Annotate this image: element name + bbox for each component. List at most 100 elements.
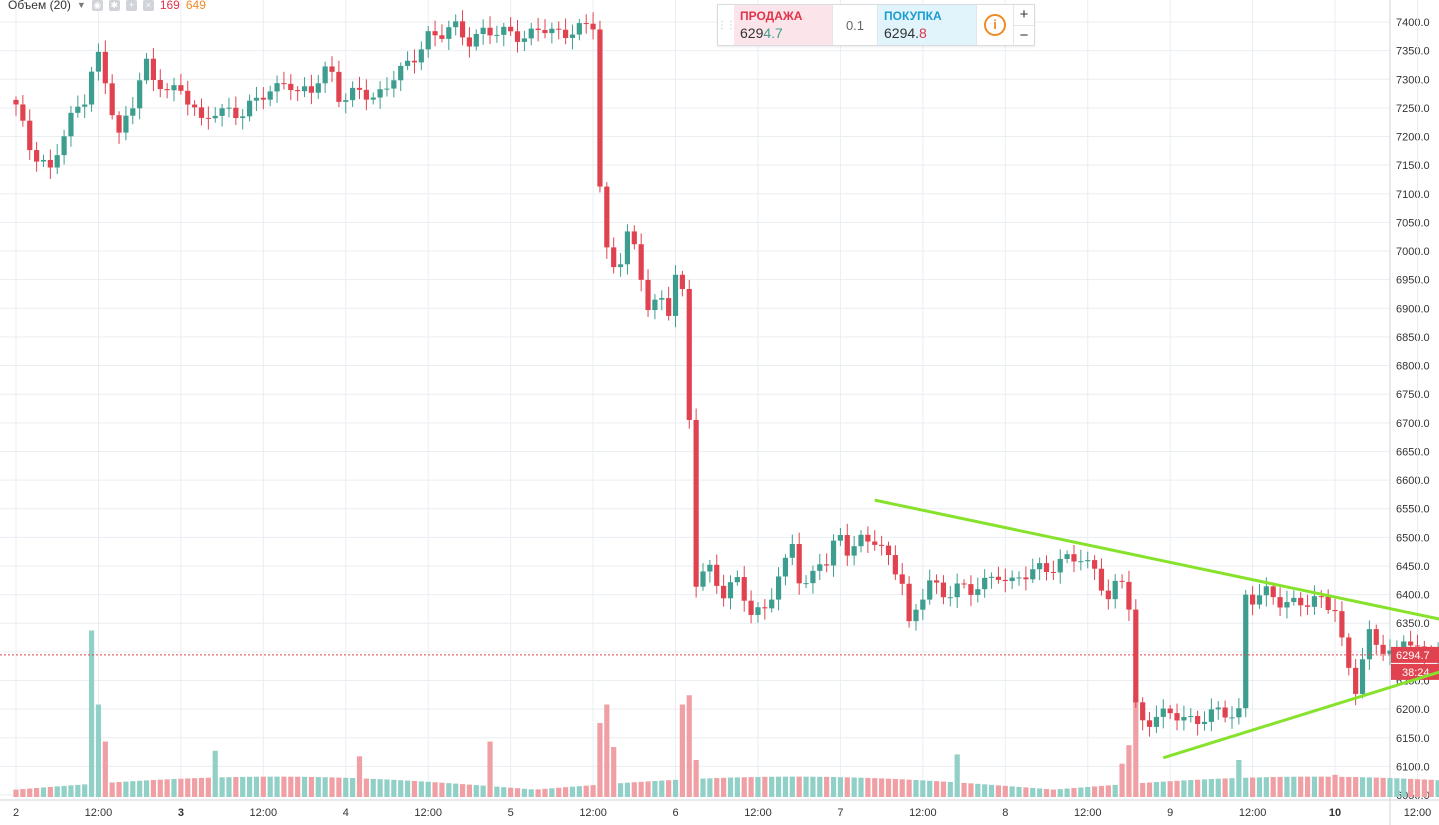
volume-bar bbox=[899, 779, 905, 797]
candle-body bbox=[721, 585, 727, 599]
volume-bar bbox=[102, 741, 108, 797]
candle-body bbox=[13, 99, 19, 105]
x-tick-label: 9 bbox=[1167, 807, 1173, 819]
candle-body bbox=[487, 27, 493, 36]
candle-body bbox=[1222, 707, 1228, 718]
y-tick-label: 6900.0 bbox=[1396, 303, 1430, 315]
volume-bar bbox=[535, 789, 541, 797]
candle-body bbox=[734, 577, 740, 583]
buy-price: 6294.8 bbox=[884, 25, 970, 41]
drag-handle-icon[interactable]: ⋮⋮ bbox=[717, 19, 736, 31]
volume-bar bbox=[982, 784, 988, 797]
candle-body bbox=[267, 91, 273, 100]
candle-body bbox=[185, 90, 191, 105]
candle-body bbox=[927, 580, 933, 600]
candle-body bbox=[1346, 637, 1352, 668]
candle-body bbox=[1078, 561, 1084, 563]
x-tick-label: 12:00 bbox=[414, 807, 442, 819]
candle-body bbox=[1250, 594, 1256, 605]
y-tick-label: 6150.0 bbox=[1396, 733, 1430, 745]
settings-icon[interactable]: ✱ bbox=[108, 0, 120, 11]
candle-body bbox=[20, 104, 26, 121]
candle-body bbox=[933, 580, 940, 583]
support-trendline bbox=[1162, 670, 1439, 760]
candle-body bbox=[1353, 667, 1359, 694]
x-tick-label: 12:00 bbox=[1404, 807, 1432, 819]
candle-body bbox=[1112, 580, 1118, 600]
sell-price-main: 629 bbox=[740, 25, 764, 41]
volume-bar bbox=[679, 704, 685, 797]
minus-button[interactable]: − bbox=[1014, 24, 1034, 46]
volume-bar bbox=[1298, 776, 1304, 797]
volume-bar bbox=[1394, 778, 1400, 797]
volume-bar bbox=[1311, 776, 1318, 797]
volume-bar bbox=[1373, 777, 1379, 797]
volume-bar bbox=[1133, 695, 1139, 797]
candle-body bbox=[473, 33, 479, 47]
candle-body bbox=[1050, 572, 1056, 574]
volume-bar bbox=[116, 782, 122, 797]
volume-bar bbox=[61, 785, 67, 797]
volume-bar bbox=[432, 782, 438, 797]
volume-bar bbox=[810, 776, 816, 797]
volume-bar bbox=[672, 779, 679, 797]
volume-bar bbox=[1188, 780, 1194, 797]
volume-bar bbox=[1387, 778, 1393, 797]
candle-body bbox=[1359, 659, 1366, 694]
sell-label: ПРОДАЖА bbox=[740, 9, 803, 23]
plus-button[interactable]: + bbox=[1019, 6, 1029, 24]
volume-bar bbox=[20, 789, 26, 797]
sell-button[interactable]: ПРОДАЖА 6294.7 bbox=[734, 5, 832, 45]
buy-button[interactable]: ПОКУПКА 6294.8 bbox=[878, 5, 976, 45]
candle-body bbox=[1174, 713, 1180, 721]
volume-bar bbox=[528, 789, 534, 797]
x-tick-label: 12:00 bbox=[1239, 807, 1267, 819]
volume-bar bbox=[315, 777, 321, 797]
volume-bar bbox=[1236, 760, 1242, 797]
volume-bar bbox=[1408, 778, 1414, 797]
volume-bar bbox=[569, 786, 576, 797]
candle-body bbox=[1229, 717, 1235, 719]
candle-body bbox=[995, 576, 1002, 580]
close-icon[interactable]: × bbox=[142, 0, 154, 11]
add-icon[interactable]: + bbox=[125, 0, 137, 11]
volume-bar bbox=[920, 780, 926, 797]
volume-bar bbox=[968, 783, 974, 797]
candle-body bbox=[343, 100, 349, 102]
candle-body bbox=[329, 66, 335, 72]
volume-bar bbox=[260, 776, 266, 797]
volume-bar bbox=[501, 787, 507, 797]
candle-body bbox=[975, 589, 981, 595]
volume-bar bbox=[1050, 789, 1056, 797]
candle-body bbox=[947, 597, 953, 599]
volume-bar bbox=[466, 784, 473, 797]
candle-body bbox=[679, 274, 685, 289]
candle-body bbox=[1366, 629, 1372, 660]
candle-body bbox=[1304, 605, 1311, 607]
volume-bar bbox=[47, 786, 53, 797]
candle-body bbox=[611, 247, 617, 268]
volume-bar bbox=[748, 777, 754, 797]
volume-value: 169 bbox=[159, 0, 180, 12]
candle-body bbox=[968, 584, 974, 595]
y-tick-label: 6400.0 bbox=[1396, 590, 1430, 602]
candle-body bbox=[1380, 644, 1386, 654]
candle-body bbox=[624, 231, 631, 265]
volume-bar bbox=[851, 777, 857, 797]
volume-bar bbox=[68, 785, 74, 797]
eye-icon[interactable]: ◉ bbox=[91, 0, 103, 11]
volume-bar bbox=[872, 778, 878, 797]
info-icon: i bbox=[984, 14, 1006, 36]
volume-bar bbox=[604, 704, 610, 797]
candle-body bbox=[1408, 641, 1414, 646]
candle-body bbox=[672, 274, 679, 316]
candle-body bbox=[212, 115, 218, 119]
chevron-down-icon[interactable]: ▼ bbox=[76, 0, 86, 10]
info-button[interactable]: i bbox=[976, 5, 1013, 45]
x-tick-label: 10 bbox=[1329, 807, 1341, 819]
volume-bar bbox=[734, 777, 740, 797]
candle-body bbox=[425, 31, 431, 50]
volume-bar bbox=[473, 785, 479, 797]
